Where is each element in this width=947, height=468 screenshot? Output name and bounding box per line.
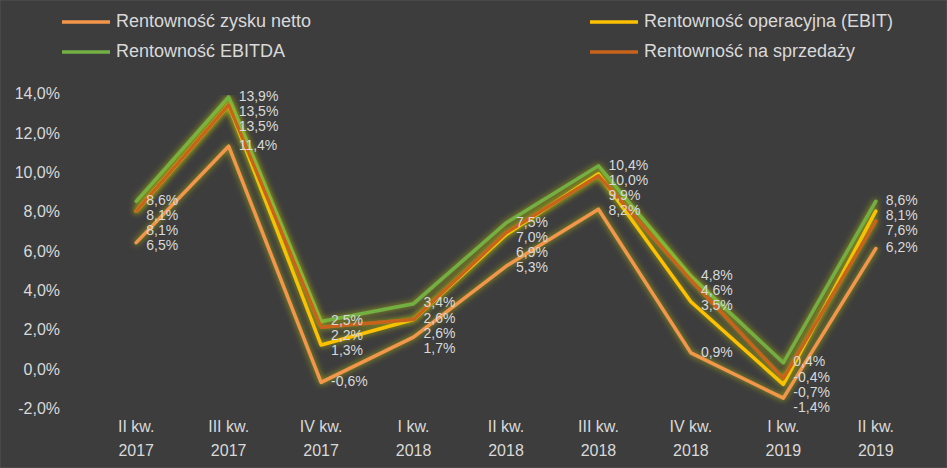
legend-label: Rentowność EBITDA — [116, 41, 285, 61]
data-label: 6,2% — [886, 239, 918, 255]
y-tick-label: 4,0% — [24, 282, 60, 299]
x-tick-label: II kw. 2018 — [488, 418, 524, 459]
y-tick-label: 12,0% — [15, 125, 60, 142]
background — [0, 0, 947, 468]
data-label: 4,8% — [701, 267, 733, 283]
data-label: -0,7% — [793, 384, 830, 400]
data-label: 0,9% — [701, 344, 733, 360]
data-label: 3,5% — [701, 297, 733, 313]
data-label: -0,6% — [331, 373, 368, 389]
data-label: 7,0% — [516, 229, 548, 245]
data-label: 10,4% — [608, 157, 648, 173]
x-tick-label: III kw. 2018 — [578, 418, 619, 459]
x-tick-label: IV kw. 2018 — [670, 418, 713, 459]
data-label: 4,6% — [701, 282, 733, 298]
legend-swatch — [62, 20, 110, 24]
x-tick-label-line: 2017 — [303, 442, 339, 459]
legend-swatch — [590, 50, 638, 54]
legend-swatch — [590, 20, 638, 24]
legend-label: Rentowność zysku netto — [116, 11, 311, 31]
series-line — [136, 105, 876, 379]
y-tick-label: 14,0% — [15, 85, 60, 102]
x-tick-label-line: III kw. — [578, 418, 619, 435]
x-tick-label: II kw. 2019 — [858, 418, 894, 459]
x-tick-label-line: 2017 — [211, 442, 247, 459]
data-label: 13,5% — [239, 103, 279, 119]
y-tick-label: 8,0% — [24, 203, 60, 220]
data-label: 9,9% — [608, 187, 640, 203]
legend: Rentowność zysku netto Rentowność operacy… — [62, 11, 893, 61]
x-tick-label-line: IV kw. — [670, 418, 713, 435]
x-tick-label-line: III kw. — [208, 418, 249, 435]
series-line — [136, 97, 876, 363]
x-tick-label-line: 2019 — [766, 442, 802, 459]
data-label: 8,1% — [886, 207, 918, 223]
data-label: 1,3% — [331, 342, 363, 358]
data-label: 7,5% — [516, 214, 548, 230]
data-label: 13,5% — [239, 118, 279, 134]
data-label: 2,5% — [331, 312, 363, 328]
x-tick-label-line: 2017 — [118, 442, 154, 459]
y-tick-label: 2,0% — [24, 321, 60, 338]
x-tick-label-line: 2018 — [581, 442, 617, 459]
series-line — [136, 105, 876, 385]
legend-label: Rentowność operacyjna (EBIT) — [644, 11, 893, 31]
data-label: 8,6% — [146, 192, 178, 208]
data-label: 5,3% — [516, 259, 548, 275]
x-tick-label: I kw. 2019 — [766, 418, 802, 459]
data-labels: 8,6%8,1%8,1%6,5%13,9%13,5%13,5%11,4%2,5%… — [146, 88, 917, 416]
data-label: 8,2% — [608, 202, 640, 218]
y-tick-label: 6,0% — [24, 243, 60, 260]
y-tick-label: 0,0% — [24, 361, 60, 378]
y-tick-label: 10,0% — [15, 164, 60, 181]
data-label: 3,4% — [424, 294, 456, 310]
data-label: 2,6% — [424, 325, 456, 341]
x-tick-label-line: IV kw. — [300, 418, 343, 435]
data-label: 10,0% — [608, 172, 648, 188]
data-label: 8,1% — [146, 207, 178, 223]
x-tick-label-line: 2018 — [488, 442, 524, 459]
data-label: 6,5% — [146, 237, 178, 253]
data-label: 8,6% — [886, 192, 918, 208]
data-label: 0,4% — [793, 353, 825, 369]
chart: -2,0% 0,0% 2,0% 4,0% 6,0% 8,0% 10,0% 12,0% 14,0%… — [0, 0, 947, 468]
x-tick-label-line: 2019 — [858, 442, 894, 459]
data-label: 6,9% — [516, 244, 548, 260]
data-label: 2,2% — [331, 327, 363, 343]
data-label: 2,6% — [424, 310, 456, 326]
data-label: 11,4% — [239, 137, 278, 153]
legend-swatch — [62, 50, 110, 54]
x-tick-label: II kw. 2017 — [118, 418, 154, 459]
data-label: 13,9% — [239, 88, 279, 104]
data-label: -1,4% — [793, 399, 830, 415]
x-tick-label: III kw. 2017 — [208, 418, 249, 459]
legend-label: Rentowność na sprzedaży — [644, 41, 855, 61]
data-label: 8,1% — [146, 222, 178, 238]
x-tick-label-line: I kw. — [398, 418, 430, 435]
x-tick-label-line: II kw. — [488, 418, 524, 435]
y-tick-label: -2,0% — [18, 400, 60, 417]
x-tick-label-line: 2018 — [673, 442, 709, 459]
x-tick-label: IV kw. 2017 — [300, 418, 343, 459]
x-tick-label-line: II kw. — [858, 418, 894, 435]
series-group — [136, 97, 876, 398]
data-label: 7,6% — [886, 222, 918, 238]
x-tick-label-line: II kw. — [118, 418, 154, 435]
x-tick-label-line: 2018 — [396, 442, 432, 459]
x-tick-label: I kw. 2018 — [396, 418, 432, 459]
x-tick-label-line: I kw. — [767, 418, 799, 435]
data-label: 1,7% — [424, 340, 456, 356]
data-label: -0,4% — [793, 369, 830, 385]
